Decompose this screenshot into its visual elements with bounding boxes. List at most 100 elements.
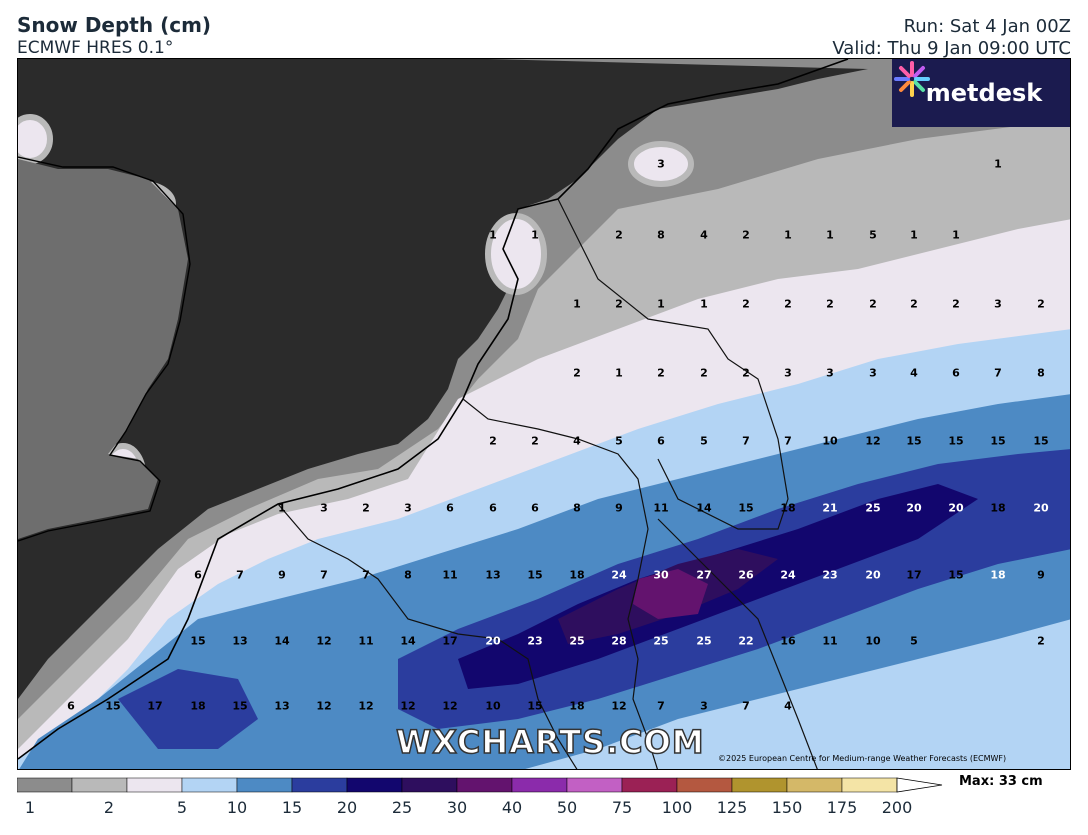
legend-swatch [511, 777, 568, 793]
snow-depth-value: 5 [910, 634, 918, 648]
snow-depth-value: 12 [865, 434, 881, 448]
snow-depth-value: 18 [990, 501, 1006, 515]
snow-depth-value: 2 [742, 228, 750, 242]
snow-depth-value: 12 [400, 699, 416, 713]
snow-depth-value: 9 [278, 568, 286, 582]
snow-depth-value: 18 [190, 699, 206, 713]
map-canvas [18, 59, 1070, 769]
snow-depth-value: 16 [780, 634, 796, 648]
snow-depth-value: 7 [320, 568, 328, 582]
snow-depth-value: 3 [700, 699, 708, 713]
legend-swatch [786, 777, 843, 793]
legend-swatch [291, 777, 348, 793]
snow-depth-value: 17 [906, 568, 922, 582]
snow-depth-value: 5 [615, 434, 623, 448]
snow-depth-value: 6 [194, 568, 202, 582]
legend-tick-label: 15 [281, 798, 303, 817]
snow-depth-value: 15 [527, 568, 543, 582]
snow-depth-value: 25 [569, 634, 585, 648]
snow-depth-value: 7 [362, 568, 370, 582]
snow-depth-value: 24 [611, 568, 627, 582]
snow-depth-value: 4 [700, 228, 708, 242]
snow-depth-value: 25 [865, 501, 881, 515]
snow-depth-value: 20 [1033, 501, 1049, 515]
snow-depth-value: 2 [700, 366, 708, 380]
color-legend [17, 777, 943, 793]
snow-depth-value: 13 [232, 634, 248, 648]
snow-depth-value: 6 [531, 501, 539, 515]
snow-depth-value: 8 [573, 501, 581, 515]
snow-depth-value: 15 [906, 434, 922, 448]
snow-depth-value: 23 [822, 568, 838, 582]
legend-swatch [566, 777, 623, 793]
snow-depth-value: 3 [784, 366, 792, 380]
snow-depth-value: 2 [573, 366, 581, 380]
snow-depth-value: 7 [657, 699, 665, 713]
legend-tick-label: 40 [501, 798, 523, 817]
snow-depth-value: 3 [826, 366, 834, 380]
snow-depth-value: 15 [738, 501, 754, 515]
max-value-label: Max: 33 cm [959, 774, 1043, 789]
snow-depth-value: 7 [742, 434, 750, 448]
snow-depth-value: 20 [948, 501, 964, 515]
snow-depth-value: 15 [1033, 434, 1049, 448]
snow-depth-value: 2 [1037, 297, 1045, 311]
legend-ticks: 1 2 5 10 15 20 25 30 40 50 75 100 125 150 175 200 [17, 798, 947, 818]
snow-depth-value: 18 [569, 568, 585, 582]
snow-depth-value: 3 [320, 501, 328, 515]
snow-depth-value: 13 [485, 568, 501, 582]
snow-depth-value: 20 [865, 568, 881, 582]
legend-swatch [841, 777, 898, 793]
snow-depth-value: 27 [696, 568, 712, 582]
snow-depth-value: 15 [232, 699, 248, 713]
snow-depth-value: 3 [657, 157, 665, 171]
copyright-notice: ©2025 European Centre for Medium-range W… [718, 754, 1007, 763]
snow-depth-value: 5 [700, 434, 708, 448]
snow-depth-value: 9 [1037, 568, 1045, 582]
legend-swatch [181, 777, 238, 793]
snow-depth-value: 10 [865, 634, 881, 648]
snow-depth-value: 22 [738, 634, 754, 648]
legend-tick-label: 100 [661, 798, 693, 817]
snow-depth-value: 18 [569, 699, 585, 713]
snow-depth-value: 18 [780, 501, 796, 515]
snow-depth-value: 15 [948, 434, 964, 448]
snow-depth-value: 1 [952, 228, 960, 242]
legend-tick-label: 50 [556, 798, 578, 817]
snow-depth-value: 21 [822, 501, 838, 515]
snow-depth-value: 1 [531, 228, 539, 242]
wxcharts-watermark: WXCHARTS.COM [395, 722, 705, 762]
legend-tick-label: 125 [716, 798, 748, 817]
snow-depth-value: 20 [485, 634, 501, 648]
snow-depth-value: 6 [446, 501, 454, 515]
legend-swatch [126, 777, 183, 793]
snow-depth-value: 15 [105, 699, 121, 713]
snow-depth-value: 12 [316, 699, 332, 713]
snow-depth-value: 4 [784, 699, 792, 713]
snow-depth-value: 24 [780, 568, 796, 582]
snow-depth-value: 14 [696, 501, 712, 515]
snow-depth-value: 2 [489, 434, 497, 448]
legend-swatch [401, 777, 458, 793]
snow-depth-value: 7 [784, 434, 792, 448]
legend-swatch [621, 777, 678, 793]
legend-tick-label: 5 [176, 798, 188, 817]
snow-depth-value: 17 [147, 699, 163, 713]
snow-depth-value: 6 [67, 699, 75, 713]
legend-swatch [456, 777, 513, 793]
snow-depth-value: 1 [700, 297, 708, 311]
snow-depth-value: 2 [826, 297, 834, 311]
snow-depth-value: 12 [442, 699, 458, 713]
snow-depth-value: 12 [611, 699, 627, 713]
snow-depth-value: 14 [400, 634, 416, 648]
snow-depth-value: 11 [442, 568, 458, 582]
snow-depth-value: 15 [990, 434, 1006, 448]
snow-depth-value: 17 [442, 634, 458, 648]
snow-depth-value: 4 [910, 366, 918, 380]
legend-swatch [236, 777, 293, 793]
snow-depth-value: 18 [990, 568, 1006, 582]
snow-depth-value: 28 [611, 634, 627, 648]
snow-depth-value: 30 [653, 568, 669, 582]
legend-tick-label: 30 [446, 798, 468, 817]
